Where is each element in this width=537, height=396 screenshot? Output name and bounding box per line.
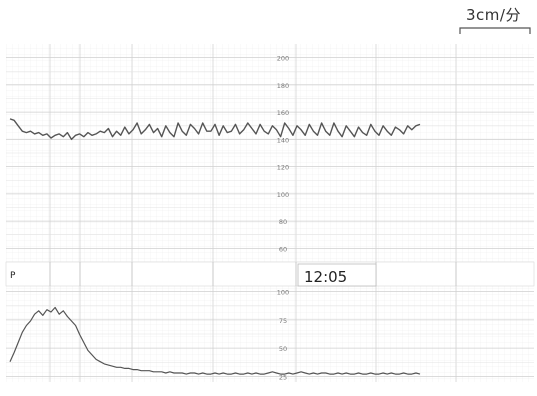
speed-label: 3cm/分 — [466, 6, 521, 24]
contraction-grid — [6, 286, 534, 382]
fhr-grid — [6, 44, 534, 263]
contraction-tick-labels: 25 50 75 100 — [277, 289, 289, 382]
tick-label: 60 — [279, 245, 287, 253]
time-label-box — [297, 263, 377, 287]
time-label: 12:05 — [304, 268, 347, 286]
tick-label: 160 — [277, 109, 289, 117]
tick-label: 75 — [279, 317, 287, 325]
tick-label: 80 — [279, 218, 287, 226]
tick-label: 120 — [277, 164, 289, 172]
scale-bracket — [459, 27, 531, 34]
timeline-strip — [5, 261, 535, 287]
tick-label: 180 — [277, 82, 289, 90]
tick-label: 25 — [279, 373, 287, 381]
event-marker: P — [10, 271, 16, 281]
tick-label: 200 — [277, 55, 289, 63]
fhr-tick-labels: 60 80 100 120 140 160 180 200 — [277, 55, 289, 254]
tick-label: 140 — [277, 136, 289, 144]
tick-label: 50 — [279, 345, 287, 353]
contraction-series-line — [9, 306, 421, 375]
tick-label: 100 — [277, 191, 289, 199]
tick-label: 100 — [277, 289, 289, 297]
fhr-series-line — [9, 118, 421, 141]
